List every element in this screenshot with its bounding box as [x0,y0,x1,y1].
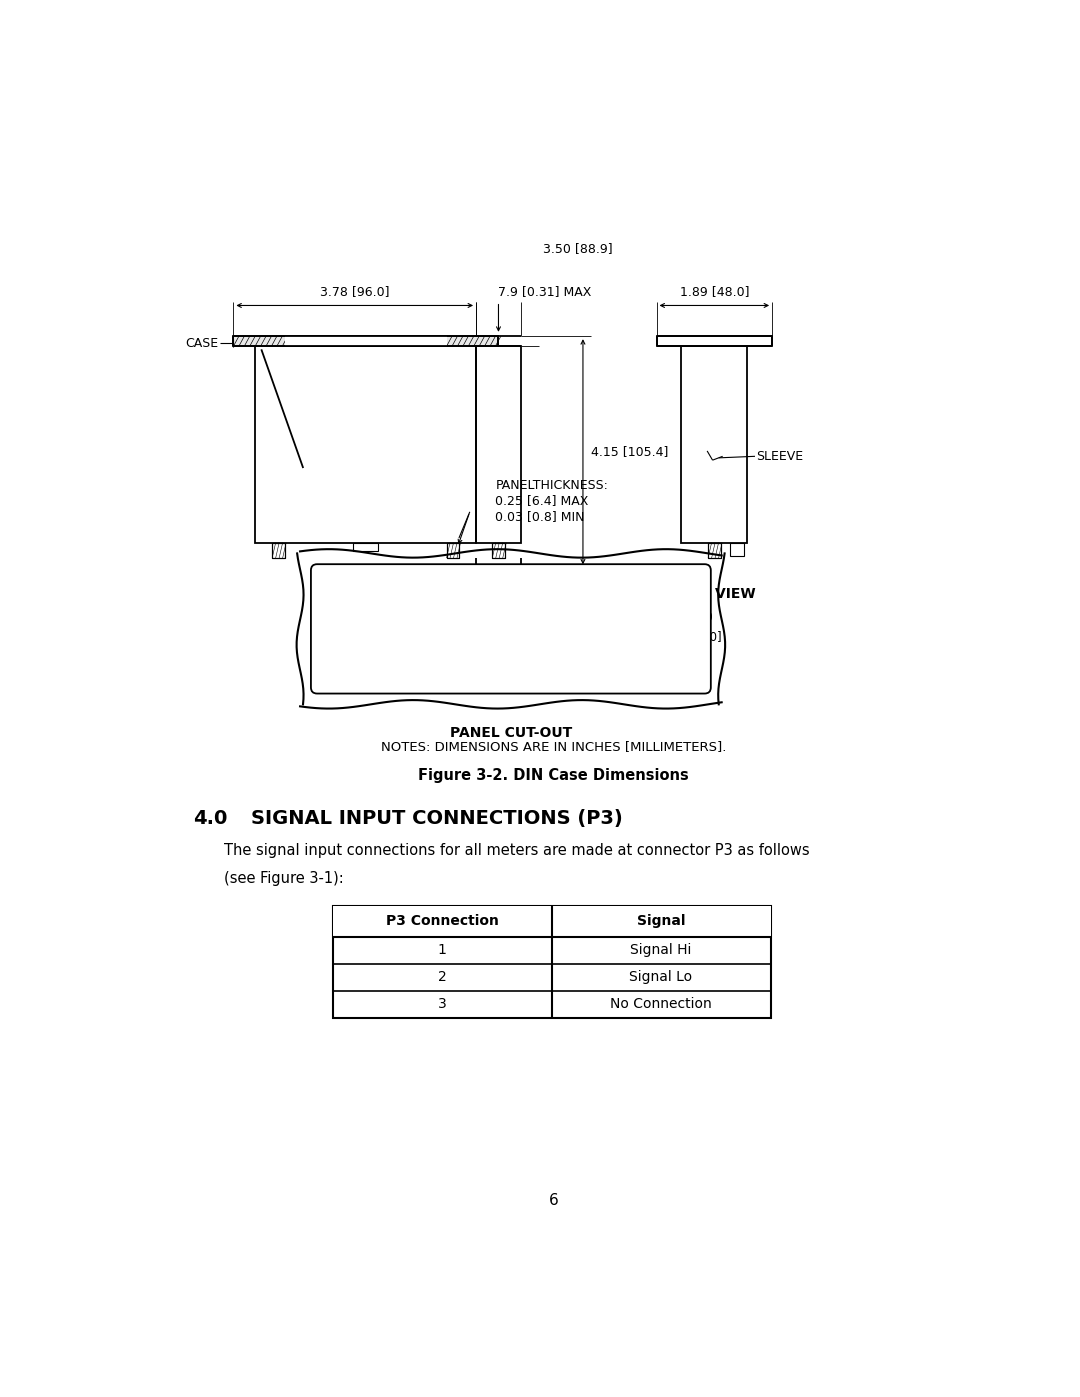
Text: 7.9 [0.31] MAX: 7.9 [0.31] MAX [499,285,592,298]
Bar [272,542,284,557]
Text: [45.00 +0.61/-0.00]: [45.00 +0.61/-0.00] [606,630,723,643]
Bar [492,542,504,557]
Text: 4.0: 4.0 [193,809,228,828]
Bar [333,907,770,1018]
Text: 3.50 [88.9]: 3.50 [88.9] [542,242,612,254]
Text: 4.15 [105.4]: 4.15 [105.4] [591,446,669,458]
Bar [233,337,498,346]
Text: [1.5]: [1.5] [348,587,373,597]
Text: 6: 6 [549,1193,558,1208]
Bar [730,542,744,556]
Text: [92.00 +0.81/-0.00]: [92.00 +0.81/-0.00] [453,676,569,689]
Text: SIDE VIEW: SIDE VIEW [674,587,755,601]
Text: 1.89 [48.0]: 1.89 [48.0] [679,285,750,298]
Text: 0.06: 0.06 [348,569,372,578]
Bar [446,542,459,557]
Bar [353,542,378,550]
Text: The signal input connections for all meters are made at connector P3 as follows: The signal input connections for all met… [225,844,810,858]
Text: Signal: Signal [637,915,686,929]
Text: Signal Hi: Signal Hi [631,943,691,957]
Bar [255,346,476,542]
Bar [446,542,459,557]
Text: 4 PLCS: 4 PLCS [325,608,365,620]
Text: P3 Connection: P3 Connection [386,915,499,929]
Text: 1.772 +.024/-.000: 1.772 +.024/-.000 [606,610,713,624]
Text: 0.03 [0.8] MIN: 0.03 [0.8] MIN [496,510,585,522]
Bar [492,542,504,557]
Text: Signal Lo: Signal Lo [630,971,692,985]
Text: SIGNAL INPUT CONNECTIONS (P3): SIGNAL INPUT CONNECTIONS (P3) [252,809,623,828]
Text: Figure 3-2. DIN Case Dimensions: Figure 3-2. DIN Case Dimensions [418,768,689,784]
Bar [708,542,720,557]
Text: No Connection: No Connection [610,997,712,1011]
Bar [681,346,747,542]
Text: R: R [337,570,346,583]
Bar [708,542,720,557]
Bar [476,346,521,542]
Text: SLEEVE: SLEEVE [757,450,804,462]
Text: PANEL CUT-OUT: PANEL CUT-OUT [449,726,572,740]
Text: 3.622 +.032/-.000: 3.622 +.032/-.000 [457,658,565,672]
Text: 2: 2 [437,971,446,985]
Text: 1: 1 [437,943,446,957]
Bar [333,907,770,937]
Bar [284,337,446,346]
Text: 3: 3 [437,997,446,1011]
Text: (see Figure 3-1):: (see Figure 3-1): [225,870,343,886]
FancyBboxPatch shape [311,564,711,693]
Bar [272,542,284,557]
Text: PANELTHICKNESS:: PANELTHICKNESS: [496,479,608,492]
Text: CASE: CASE [186,337,218,349]
Text: TOP VIEW: TOP VIEW [327,587,404,601]
Text: 0.25 [6.4] MAX: 0.25 [6.4] MAX [496,495,589,507]
Text: 3.78 [96.0]: 3.78 [96.0] [320,285,390,298]
Text: NOTES: DIMENSIONS ARE IN INCHES [MILLIMETERS].: NOTES: DIMENSIONS ARE IN INCHES [MILLIME… [381,740,726,753]
Bar [657,337,772,346]
